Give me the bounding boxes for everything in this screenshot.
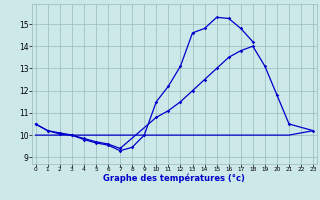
X-axis label: Graphe des températures (°c): Graphe des températures (°c)	[103, 174, 245, 183]
